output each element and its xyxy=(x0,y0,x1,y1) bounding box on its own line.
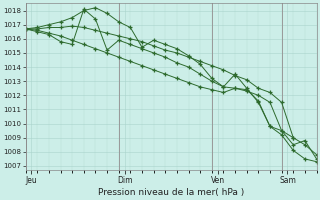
X-axis label: Pression niveau de la mer( hPa ): Pression niveau de la mer( hPa ) xyxy=(98,188,244,197)
